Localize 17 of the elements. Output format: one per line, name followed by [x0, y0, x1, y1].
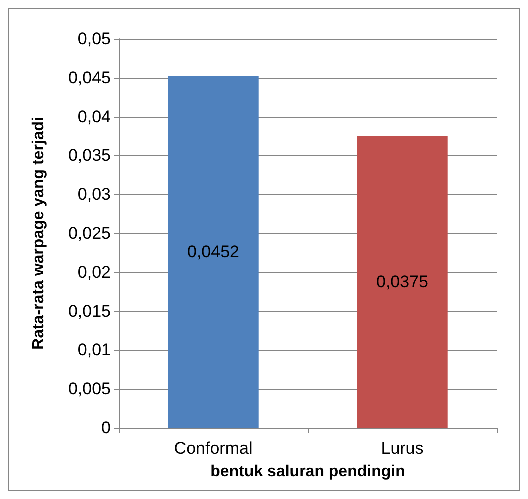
y-tick-label: 0,035 — [68, 146, 111, 166]
x-tick-label: Conformal — [174, 439, 253, 458]
y-tick-label: 0,005 — [68, 380, 111, 399]
y-tick-label: 0,045 — [68, 68, 111, 88]
y-tick-label: 0,01 — [78, 340, 111, 360]
data-label: 0,0452 — [188, 242, 240, 262]
data-label: 0,0375 — [376, 272, 428, 292]
y-tick-label: 0 — [102, 418, 111, 438]
y-tick-label: 0,05 — [78, 30, 111, 48]
y-tick-label: 0,02 — [78, 262, 111, 282]
y-tick-label: 0,015 — [68, 302, 111, 321]
x-axis-title: bentuk saluran pendingin — [210, 464, 406, 480]
y-tick-label: 0,04 — [78, 107, 111, 126]
x-tick-label: Lurus — [381, 439, 424, 458]
y-axis-title: Rata-rata warpage yang terjadi — [30, 117, 48, 350]
y-tick-label: 0,03 — [78, 185, 111, 204]
y-tick-label: 0,025 — [68, 224, 111, 243]
